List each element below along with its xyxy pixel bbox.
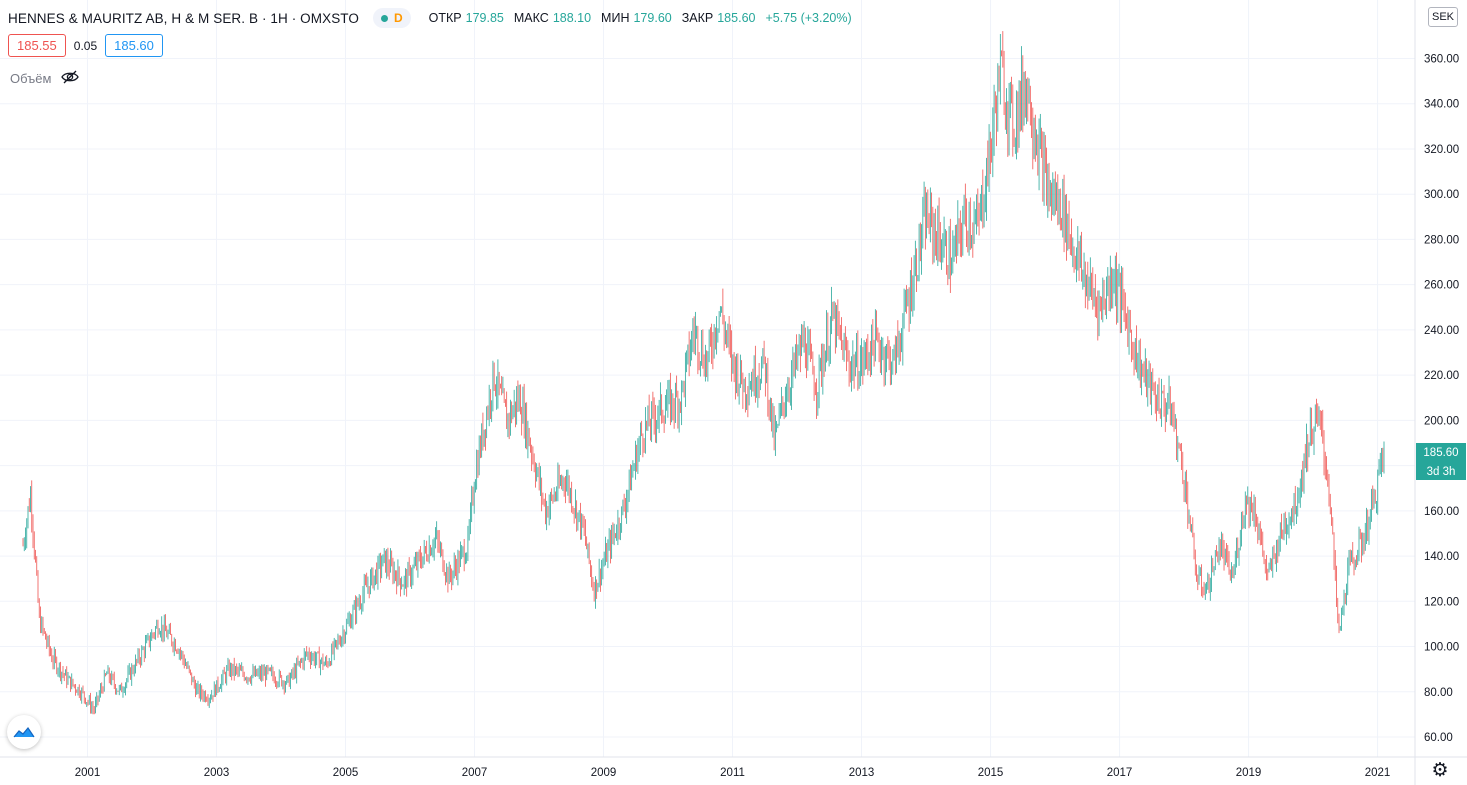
time-tick-label: 2003 [204,767,230,779]
last-price-value: 185.60 [1423,447,1458,459]
time-tick-label: 2001 [75,767,101,779]
ohlc-values: ОТКР 179.85 МАКС 188.10 МИН 179.60 ЗАКР … [429,11,852,25]
chart-legend: HENNES & MAURITZ AB, H & M SER. B · 1Н ·… [8,8,852,28]
time-tick-label: 2013 [849,767,875,779]
gear-icon[interactable]: ⚙ [1431,760,1449,781]
time-tick-label: 2005 [333,767,359,779]
price-tick-label: 140.00 [1424,551,1459,563]
currency-button[interactable]: SEK [1428,7,1458,27]
time-tick-label: 2015 [978,767,1004,779]
price-tick-label: 280.00 [1424,234,1459,246]
low-value: 179.60 [633,11,672,25]
high-label: МАКС [513,11,549,25]
time-axis[interactable]: 2001 2003 2005 2007 2009 2011 2013 2015 2017 2019… [75,767,1391,779]
high-value: 188.10 [552,11,592,25]
time-tick-label: 2009 [591,767,617,779]
price-tick-label: 80.00 [1424,687,1453,699]
chart-grid [0,0,1415,757]
interval-badge: D [394,11,403,25]
price-tick-label: 360.00 [1424,54,1459,66]
price-tick-label: 240.00 [1424,325,1459,337]
volume-indicator-legend: Объём [10,70,80,87]
low-label: МИН [601,11,630,25]
volume-label: Объём [10,71,52,86]
price-tick-label: 160.00 [1424,506,1459,518]
price-axis[interactable]: 60.0080.00100.00120.00140.00160.00180.00… [1424,54,1459,745]
candlestick-series [22,31,1385,715]
bar-countdown-value: 3d 3h [1427,466,1456,478]
time-tick-label: 2007 [462,767,488,779]
change-value: +5.75 (+3.20%) [765,11,852,25]
price-tick-label: 100.00 [1424,642,1459,654]
tradingview-logo-icon[interactable] [7,715,41,749]
open-label: ОТКР [428,11,462,25]
trade-buttons: 185.55 0.05 185.60 [8,34,163,57]
price-tick-label: 320.00 [1424,144,1459,156]
market-status-toggle[interactable]: D [373,8,411,28]
time-tick-label: 2017 [1107,767,1133,779]
last-price-tag: 185.60 [1416,443,1466,461]
eye-off-icon[interactable] [61,70,80,87]
price-tick-label: 340.00 [1424,99,1459,111]
time-tick-label: 2011 [720,767,745,779]
time-tick-label: 2019 [1236,767,1262,779]
spread-value: 0.05 [73,38,98,53]
price-tick-label: 60.00 [1424,732,1453,744]
sell-button[interactable]: 185.55 [8,34,66,57]
price-tick-label: 120.00 [1424,596,1459,608]
time-tick-label: 2021 [1365,767,1391,779]
close-value: 185.60 [717,11,756,25]
symbol-title[interactable]: HENNES & MAURITZ AB, H & M SER. B · 1Н ·… [8,10,359,26]
price-tick-label: 220.00 [1424,370,1459,382]
price-tick-label: 200.00 [1424,415,1459,427]
close-label: ЗАКР [681,11,714,25]
price-tick-label: 300.00 [1424,189,1459,201]
open-value: 179.85 [465,11,504,25]
buy-button[interactable]: 185.60 [105,34,163,57]
price-tick-label: 260.00 [1424,280,1459,292]
market-open-dot-icon [381,14,388,22]
bar-countdown-tag: 3d 3h [1416,461,1466,480]
